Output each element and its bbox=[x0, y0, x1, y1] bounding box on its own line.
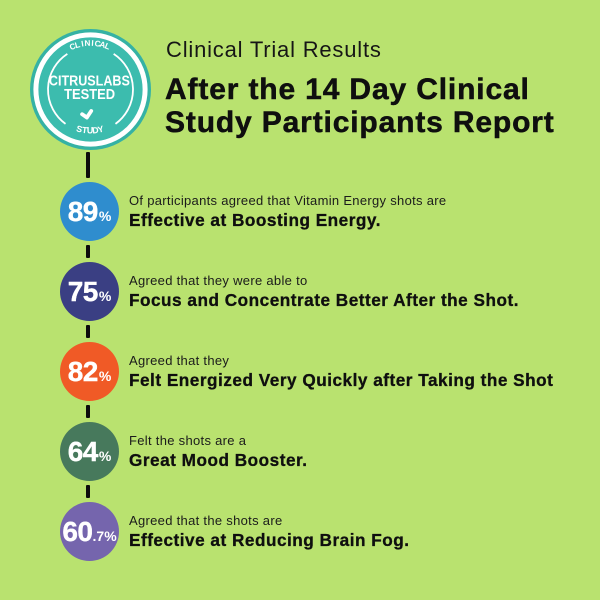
svg-text:U: U bbox=[87, 126, 93, 136]
svg-text:CITRUSLABS: CITRUSLABS bbox=[49, 73, 130, 90]
svg-text:T: T bbox=[81, 125, 88, 136]
svg-text:L: L bbox=[103, 42, 111, 52]
svg-text:S: S bbox=[75, 124, 83, 135]
svg-text:L: L bbox=[74, 40, 81, 50]
svg-text:D: D bbox=[91, 125, 99, 136]
svg-text:C: C bbox=[68, 42, 77, 53]
svg-text:Y: Y bbox=[96, 124, 104, 135]
svg-text:I: I bbox=[80, 40, 84, 49]
svg-text:TESTED: TESTED bbox=[64, 86, 115, 103]
svg-text:C: C bbox=[94, 39, 101, 49]
svg-text:I: I bbox=[91, 39, 94, 48]
svg-text:N: N bbox=[84, 39, 90, 48]
svg-text:A: A bbox=[98, 40, 106, 50]
